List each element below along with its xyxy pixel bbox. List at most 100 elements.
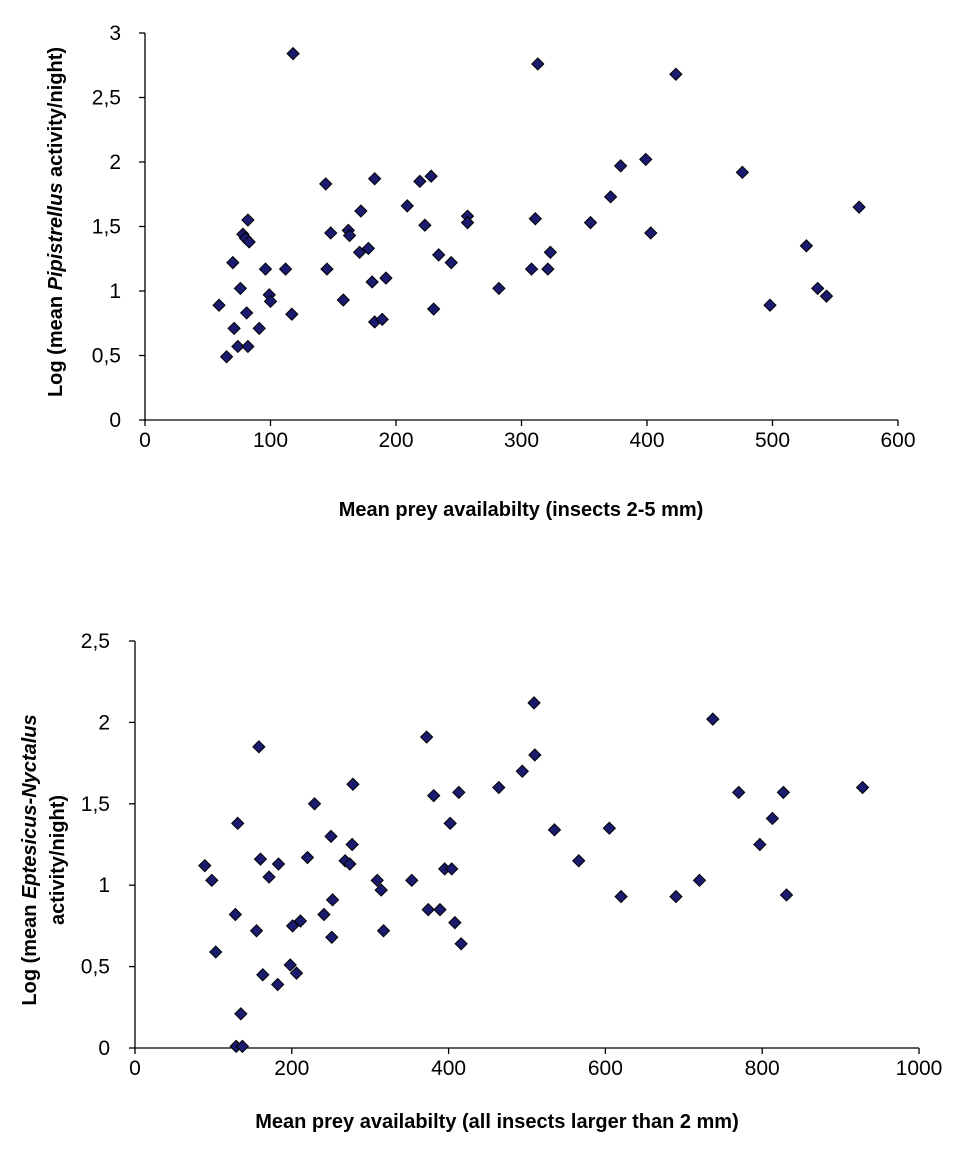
y-axis-title-species: Eptesicus-Nyctalus — [19, 714, 41, 899]
data-point — [547, 823, 562, 837]
data-point — [293, 914, 308, 928]
data-point — [583, 215, 598, 230]
x-tick-label: 200 — [378, 429, 413, 452]
data-point — [226, 255, 240, 270]
data-point — [249, 924, 264, 938]
data-point — [433, 902, 447, 917]
data-point — [317, 907, 331, 922]
data-point — [320, 262, 334, 276]
y-axis-title: Log (mean Pipistrellus activity/night) — [45, 47, 67, 397]
data-point — [419, 730, 434, 744]
x-tick-label: 0 — [129, 1057, 141, 1080]
y-tick-label: 1,5 — [92, 216, 121, 239]
chart-points — [198, 696, 870, 1054]
data-point — [342, 228, 357, 243]
data-point — [361, 241, 376, 256]
y-tick-label: 3 — [109, 22, 121, 45]
data-point — [692, 873, 707, 888]
data-point — [367, 172, 382, 186]
data-point — [234, 1007, 248, 1021]
data-point — [256, 968, 270, 982]
data-point — [252, 321, 266, 336]
y-axis-title-line-2: activity/night) — [47, 795, 69, 925]
data-point — [219, 350, 234, 364]
x-axis-title: Mean prey availabilty (all insects large… — [255, 1111, 739, 1133]
x-tick-label: 500 — [755, 429, 790, 452]
y-axis-title-line-1: Log (mean Eptesicus-Nyctalus — [19, 714, 41, 1005]
data-point — [855, 780, 870, 795]
y-tick-label: 2 — [109, 151, 121, 174]
data-point — [375, 312, 389, 327]
data-point — [776, 785, 791, 800]
data-point — [445, 862, 459, 876]
data-point — [527, 696, 541, 710]
x-tick-label: 0 — [139, 429, 151, 452]
data-point — [324, 226, 338, 240]
data-point — [452, 785, 466, 800]
data-point — [345, 837, 359, 852]
data-point — [614, 889, 628, 904]
data-point — [492, 281, 506, 296]
data-point — [370, 873, 384, 888]
data-point — [228, 907, 243, 922]
y-tick-label: 1,5 — [81, 793, 110, 816]
data-point — [669, 67, 683, 81]
data-point — [405, 873, 419, 888]
data-point — [285, 307, 299, 321]
data-point — [460, 215, 475, 230]
data-point — [431, 248, 446, 262]
y-tick-label: 2,5 — [81, 630, 110, 653]
data-point — [443, 816, 457, 831]
data-point — [421, 902, 435, 917]
data-point — [346, 777, 360, 791]
data-point — [253, 852, 268, 866]
data-point — [531, 57, 545, 71]
data-point — [528, 748, 542, 762]
chart-axes — [129, 640, 920, 1054]
y-tick-label: 0,5 — [92, 345, 121, 368]
data-point — [426, 302, 441, 316]
data-point — [374, 883, 388, 897]
data-point — [354, 204, 368, 218]
data-point — [426, 788, 441, 803]
chart-points — [212, 46, 866, 364]
data-point — [706, 712, 720, 726]
data-point — [270, 977, 285, 992]
y-tick-label: 2,5 — [92, 87, 121, 110]
x-tick-labels: 0 200 400 600 800 1000 — [129, 1057, 942, 1080]
data-point — [541, 262, 555, 276]
chart-pipistrellus: 0 100 200 300 400 500 600 0 0,5 1 1,5 2 2,5 3 Mean p… — [45, 22, 916, 521]
y-tick-label: 2 — [98, 711, 110, 734]
data-point — [603, 190, 618, 204]
data-point — [765, 811, 780, 826]
data-point — [492, 780, 506, 795]
data-point — [285, 919, 300, 933]
data-point — [572, 854, 586, 868]
x-tick-label: 600 — [880, 429, 915, 452]
data-point — [198, 858, 212, 873]
data-point — [252, 740, 266, 754]
data-point — [454, 937, 468, 951]
y-axis-title-part-1: Log (mean — [45, 290, 67, 397]
data-point — [230, 816, 245, 831]
y-tick-labels: 0 0,5 1 1,5 2 2,5 3 — [92, 22, 121, 432]
data-point — [602, 821, 617, 835]
data-point — [365, 275, 379, 289]
data-point — [212, 298, 226, 312]
data-point — [262, 870, 276, 884]
data-point — [278, 262, 293, 276]
data-point — [263, 294, 278, 309]
data-point — [324, 829, 338, 844]
data-point — [205, 873, 219, 888]
data-point — [810, 281, 825, 296]
data-point — [233, 281, 248, 296]
x-tick-label: 600 — [588, 1057, 623, 1080]
data-point — [283, 958, 297, 972]
y-tick-label: 0 — [109, 409, 121, 432]
y-axis-title-species: Pipistrellus — [45, 183, 67, 291]
x-tick-labels: 0 100 200 300 400 500 600 — [139, 429, 915, 452]
x-tick-label: 1000 — [896, 1057, 943, 1080]
x-tick-label: 400 — [431, 1057, 466, 1080]
data-point — [735, 165, 750, 180]
